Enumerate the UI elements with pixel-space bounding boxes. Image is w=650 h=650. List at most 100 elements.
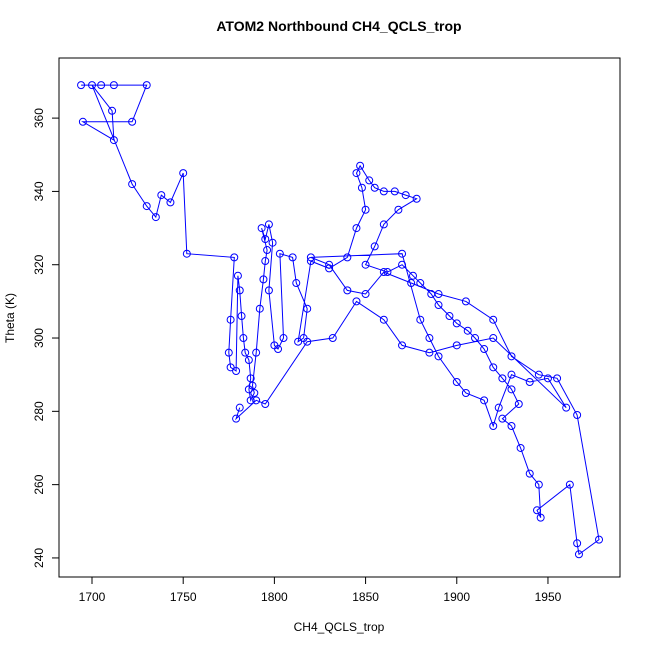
point [553,374,562,383]
point [361,205,370,214]
point [514,400,523,408]
point [434,290,443,299]
point [226,315,235,324]
point [498,374,507,383]
point [480,396,489,405]
point [224,348,233,357]
point [179,169,188,178]
point [425,334,434,343]
plot-frame [58,57,621,578]
point [252,348,261,357]
point [166,198,175,207]
point [452,378,461,387]
x-tick-label: 1750 [170,590,197,604]
point [361,290,370,299]
point [128,180,137,189]
point [471,334,480,343]
point [416,315,425,324]
point [507,421,516,430]
point [230,253,239,262]
point [416,279,425,288]
point [241,348,250,357]
point [573,539,582,548]
point [239,334,248,343]
point [274,345,283,354]
point [533,506,542,515]
y-tick-label: 300 [32,328,46,348]
point [370,183,379,192]
point [275,249,284,258]
point [77,81,86,90]
point [534,480,543,489]
point [463,326,472,335]
point [261,235,270,244]
point [534,370,543,379]
series-line [81,84,600,556]
point [407,279,416,288]
point [494,403,503,412]
point [303,337,312,346]
point [279,334,288,343]
x-tick-label: 1900 [443,590,470,604]
point [244,356,253,365]
point [445,312,454,321]
point [306,253,315,262]
point [97,81,106,90]
point [425,348,434,357]
point [232,414,241,423]
point [516,443,525,452]
point [88,81,97,90]
point [325,264,334,273]
point [398,341,407,350]
point [235,286,244,295]
y-tick-label: 240 [32,548,46,568]
point [257,224,266,233]
point [489,363,498,372]
point [352,224,361,233]
point [78,117,87,126]
point [507,370,516,379]
point [461,389,470,398]
point [379,220,388,229]
point [233,271,242,280]
y-tick-label: 360 [32,108,46,128]
point [434,352,443,361]
point [250,389,259,398]
point [461,297,470,306]
point [306,257,315,266]
y-axis-label: Theta (K) [3,293,17,343]
point [128,117,137,126]
point [246,396,255,405]
point [562,403,571,412]
point [261,257,270,266]
x-tick-label: 1700 [79,590,106,604]
point [343,253,352,262]
point [365,176,374,185]
point [288,253,297,262]
point [489,315,498,324]
point [109,81,118,90]
point [356,161,365,170]
point [361,260,370,269]
point [294,337,303,346]
point [142,81,151,90]
point [157,191,166,200]
point [398,249,407,258]
point [264,286,273,295]
x-tick-label: 1800 [261,590,288,604]
point [151,213,160,222]
point [565,480,574,489]
point [232,367,241,376]
point [182,249,191,258]
point [259,275,268,284]
point [507,385,516,394]
x-tick-label: 1950 [535,590,562,604]
point [109,136,118,145]
point [235,403,244,412]
point [379,187,388,196]
point [398,260,407,269]
point [357,183,366,192]
point [452,319,461,328]
point [292,279,301,288]
point [325,260,334,269]
